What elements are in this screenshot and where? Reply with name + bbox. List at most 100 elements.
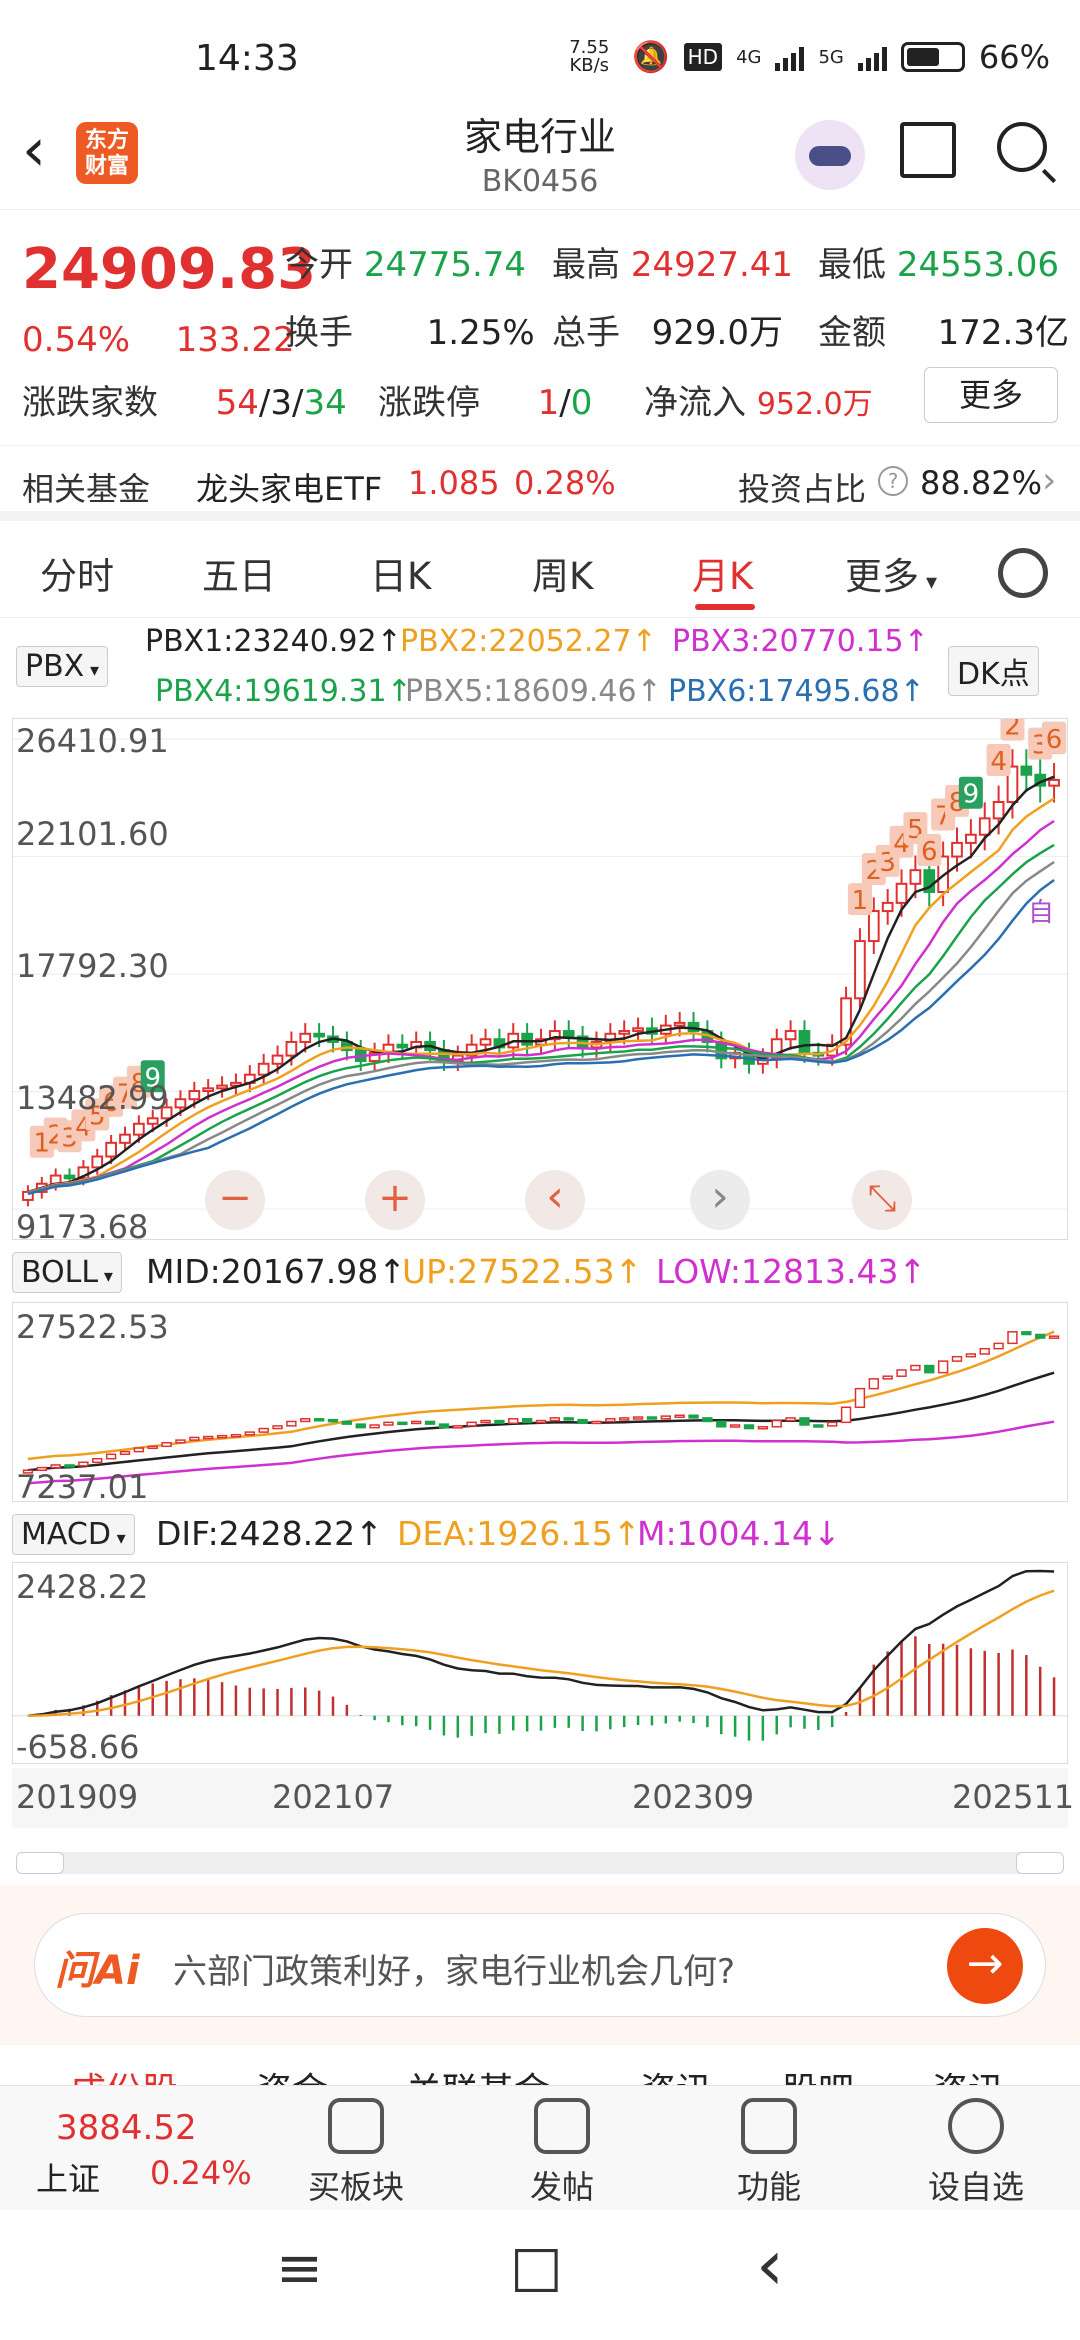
down-count: 34 [303, 383, 347, 423]
boll-chart-frame[interactable] [12, 1302, 1068, 1502]
change-row: 0.54% 133.22 [22, 320, 295, 360]
subtab-funds[interactable]: 资金 [256, 2062, 328, 2086]
boll-candle [105, 1453, 117, 1460]
ratio-value: 88.82% [920, 464, 1043, 502]
back-icon[interactable]: ‹ [22, 115, 46, 185]
boll-selector[interactable]: BOLL ▾ [12, 1252, 122, 1293]
arrow-right-icon[interactable]: → [947, 1928, 1023, 2004]
macd-chart-frame[interactable] [12, 1562, 1069, 1765]
pbx-line-5 [27, 860, 1055, 1195]
more-quote-button[interactable]: 更多 [924, 367, 1058, 423]
zoom-out-button[interactable]: − [205, 1170, 265, 1230]
nav-add-watchlist[interactable]: 设自选 [906, 2098, 1046, 2208]
chart-scrollbar[interactable] [16, 1852, 1064, 1874]
pbx-selector-label: PBX [25, 649, 85, 684]
nav-buy-board-label: 买板块 [307, 2168, 404, 2206]
scroll-left-button[interactable]: ‹ [525, 1170, 585, 1230]
kline-candle [867, 910, 880, 943]
kline-chart[interactable]: 12345678991234567892346 [13, 708, 1069, 1241]
auto-label: 自 [1028, 898, 1055, 928]
kline-candle [313, 1032, 325, 1038]
macd-dif-line [27, 1569, 1055, 1717]
index-name[interactable]: 上证 [36, 2160, 101, 2198]
tab-intraday[interactable]: 分时 [40, 555, 114, 598]
kline-candle [91, 1155, 104, 1169]
scroll-handle-right[interactable] [1016, 1852, 1064, 1874]
subtab-info[interactable]: 资讯 [932, 2062, 1004, 2086]
menu-icon[interactable]: ≡ [276, 2236, 323, 2301]
boll-candle [591, 1420, 602, 1425]
y-tick-1: 26410.91 [16, 722, 169, 760]
pbx-line-6 [27, 878, 1055, 1196]
x-tick-4: 202511 [952, 1778, 1075, 1816]
subtab-forum[interactable]: 股吧 [782, 2062, 854, 2086]
boll-candle [1021, 1331, 1032, 1336]
index-pct[interactable]: 0.24% [150, 2154, 252, 2192]
fund-pct: 0.28% [514, 464, 616, 502]
macd-y-bottom: -658.66 [16, 1728, 140, 1766]
boll-candle [92, 1457, 103, 1464]
dk-point-button[interactable]: DK点 [948, 646, 1039, 696]
related-fund-row[interactable]: 相关基金 龙头家电ETF 1.085 0.28% 投资占比 ? 88.82% › [0, 445, 1080, 521]
boll-candle [1035, 1333, 1046, 1339]
inflow-label: 净流入 [644, 383, 746, 423]
boll-candle [411, 1420, 422, 1425]
caret-down-icon: ▾ [919, 570, 938, 595]
boll-candle [688, 1414, 699, 1419]
index-value[interactable]: 3884.52 [56, 2108, 197, 2148]
tab-more[interactable]: 更多 ▾ [845, 546, 937, 600]
share-icon[interactable] [900, 122, 956, 178]
boll-candle [424, 1420, 436, 1425]
last-price: 24909.83 [22, 237, 317, 302]
tab-daily-k[interactable]: 日K [370, 555, 432, 598]
nav-functions[interactable]: 功能 [699, 2098, 839, 2208]
mute-bell-icon: 🔕 [632, 39, 670, 75]
volume-value: 929.0万 [651, 313, 783, 353]
subtab-related-funds[interactable]: 关联基金 [406, 2062, 550, 2086]
macd-dif: DIF:2428.22↑ [156, 1514, 383, 1553]
fullscreen-button[interactable]: ⤡ [852, 1170, 912, 1230]
tab-monthly-k[interactable]: 月K [692, 555, 754, 598]
kline-candle [632, 1027, 644, 1033]
kline-candle [1020, 765, 1033, 776]
boll-candle [716, 1420, 727, 1428]
home-icon[interactable]: □ [510, 2234, 563, 2299]
nav-buy-board[interactable]: 买板块 [286, 2098, 426, 2208]
help-icon[interactable]: ? [878, 466, 908, 496]
td-marker-label: 9 [963, 780, 980, 810]
zoom-in-button[interactable]: + [365, 1170, 425, 1230]
td-marker-bg [958, 776, 983, 809]
kline-candle [188, 1090, 201, 1101]
ai-robot-icon[interactable] [795, 120, 865, 190]
macd-selector[interactable]: MACD ▾ [12, 1514, 135, 1555]
caret-down-icon: ▾ [84, 660, 99, 681]
nav-post[interactable]: 发帖 [492, 2098, 632, 2208]
scroll-right-button[interactable]: › [690, 1170, 750, 1230]
pbx-selector[interactable]: PBX ▾ [16, 646, 108, 687]
boll-candle [313, 1418, 325, 1422]
chart-tabs: 分时 五日 日K 周K 月K 更多 ▾ [0, 530, 1080, 618]
boll-candle [910, 1364, 921, 1371]
kline-candle [770, 1038, 783, 1060]
boll-candle [355, 1423, 366, 1429]
subtab-constituents[interactable]: 成份股 [70, 2062, 178, 2086]
scroll-handle-left[interactable] [16, 1852, 64, 1874]
td-marker-label: 9 [144, 1063, 161, 1093]
limit-down: 0 [570, 383, 593, 423]
boll-candle [882, 1375, 893, 1380]
ask-ai-input[interactable]: 问Ai 六部门政策利好，家电行业机会几何? → [34, 1913, 1046, 2017]
tab-weekly-k[interactable]: 周K [532, 555, 594, 598]
y-tick-4: 13482.99 [16, 1079, 169, 1117]
up-count: 54 [215, 383, 259, 423]
gear-icon[interactable] [998, 548, 1048, 598]
kline-candle [396, 1043, 409, 1049]
boll-chart[interactable] [13, 1303, 1069, 1503]
search-icon[interactable] [997, 122, 1047, 172]
ask-ai-logo: 问Ai [55, 1948, 140, 1994]
kline-chart-frame[interactable]: 12345678991234567892346 [12, 708, 1069, 1241]
macd-chart[interactable] [13, 1563, 1069, 1765]
kline-candle [216, 1084, 228, 1090]
subtab-news[interactable]: 资讯 [640, 2062, 712, 2086]
tab-five-day[interactable]: 五日 [202, 555, 276, 598]
back-nav-icon[interactable]: ‹ [756, 2224, 784, 2306]
